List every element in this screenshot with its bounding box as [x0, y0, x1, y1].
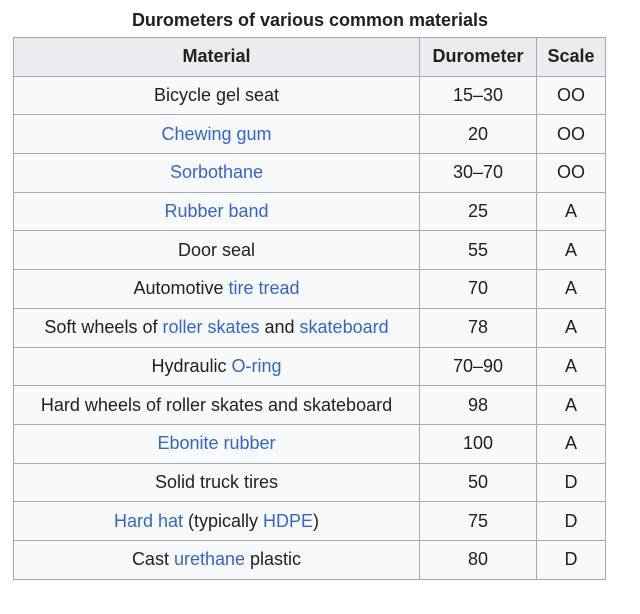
table-row: Solid truck tires 50 D	[13, 462, 606, 503]
cell-material: Hard hat (typically HDPE)	[13, 501, 420, 541]
cell-scale: OO	[536, 114, 606, 155]
cell-material: Cast urethane plastic	[13, 539, 420, 580]
table-row: Hard hat (typically HDPE) 75 D	[13, 501, 606, 541]
material-text: Bicycle gel seat	[153, 85, 280, 106]
table-row: Bicycle gel seat 15–30 OO	[13, 75, 606, 116]
cell-scale: D	[536, 539, 606, 580]
cell-material: Ebonite rubber	[13, 423, 420, 464]
cell-durometer: 98	[419, 385, 537, 425]
table-body: Bicycle gel seat 15–30 OO Chewing gum 20 OO So…	[13, 75, 606, 580]
table-row: Door seal 55 A	[13, 230, 606, 271]
cell-scale: A	[536, 307, 606, 348]
material-link[interactable]: Sorbothane	[169, 162, 264, 183]
cell-durometer: 50	[419, 462, 537, 503]
cell-material: Hard wheels of roller skates and skatebo…	[13, 385, 420, 425]
material-link[interactable]: Rubber band	[164, 201, 269, 222]
cell-material: Solid truck tires	[13, 462, 420, 503]
table-row: Hydraulic O-ring 70–90 A	[13, 346, 606, 387]
material-text: Solid truck tires	[154, 471, 279, 492]
cell-material: Sorbothane	[13, 153, 420, 193]
material-text: Soft wheels of	[44, 317, 163, 338]
cell-material: Bicycle gel seat	[13, 75, 420, 116]
cell-scale: D	[536, 501, 606, 541]
cell-material: Door seal	[13, 230, 420, 271]
table-caption: Durometers of various common materials	[131, 10, 489, 30]
cell-scale: OO	[536, 75, 606, 116]
material-link[interactable]: skateboard	[299, 317, 389, 338]
cell-material: Chewing gum	[13, 114, 420, 155]
cell-durometer: 15–30	[419, 75, 537, 116]
material-text: Cast	[131, 549, 174, 570]
cell-material: Hydraulic O-ring	[13, 346, 420, 387]
cell-scale: A	[536, 191, 606, 232]
column-header-material[interactable]: Material	[13, 37, 420, 77]
cell-durometer: 70–90	[419, 346, 537, 387]
table-row: Soft wheels of roller skates and skatebo…	[13, 307, 606, 348]
table-row: Chewing gum 20 OO	[13, 114, 606, 155]
cell-scale: A	[536, 269, 606, 309]
cell-material: Soft wheels of roller skates and skatebo…	[13, 307, 420, 348]
material-link[interactable]: Ebonite rubber	[157, 433, 276, 454]
material-link[interactable]: Hard hat	[113, 510, 183, 531]
material-link[interactable]: tire tread	[228, 278, 300, 299]
table-row: Rubber band 25 A	[13, 191, 606, 232]
column-header-durometer[interactable]: Durometer	[419, 37, 537, 77]
material-text: Door seal	[177, 239, 256, 260]
material-link[interactable]: urethane	[173, 549, 246, 570]
cell-scale: A	[536, 230, 606, 271]
durometer-table: Material Durometer Scale Bicycle gel sea…	[13, 37, 606, 580]
cell-durometer: 80	[419, 539, 537, 580]
material-link[interactable]: roller skates	[162, 317, 260, 338]
material-text: (typically	[183, 510, 264, 531]
cell-durometer: 20	[419, 114, 537, 155]
material-text: )	[313, 510, 320, 531]
cell-durometer: 25	[419, 191, 537, 232]
cell-durometer: 70	[419, 269, 537, 309]
cell-durometer: 55	[419, 230, 537, 271]
material-text: Automotive	[133, 278, 229, 299]
cell-scale: D	[536, 462, 606, 503]
table-row: Automotive tire tread 70 A	[13, 269, 606, 309]
material-text: and	[259, 317, 300, 338]
cell-durometer: 100	[419, 423, 537, 464]
cell-durometer: 78	[419, 307, 537, 348]
column-header-scale[interactable]: Scale	[536, 37, 606, 77]
cell-durometer: 75	[419, 501, 537, 541]
material-text: plastic	[245, 549, 302, 570]
cell-scale: A	[536, 346, 606, 387]
material-link[interactable]: Chewing gum	[161, 123, 272, 144]
cell-durometer: 30–70	[419, 153, 537, 193]
table-row: Cast urethane plastic 80 D	[13, 539, 606, 580]
cell-material: Automotive tire tread	[13, 269, 420, 309]
material-link[interactable]: HDPE	[263, 510, 314, 531]
cell-scale: OO	[536, 153, 606, 193]
cell-scale: A	[536, 423, 606, 464]
material-link[interactable]: O-ring	[231, 355, 282, 376]
material-text: Hard wheels of roller skates and skatebo…	[40, 394, 393, 415]
header-row: Material Durometer Scale	[13, 37, 606, 77]
cell-scale: A	[536, 385, 606, 425]
cell-material: Rubber band	[13, 191, 420, 232]
table-row: Ebonite rubber 100 A	[13, 423, 606, 464]
table-row: Hard wheels of roller skates and skatebo…	[13, 385, 606, 425]
table-row: Sorbothane 30–70 OO	[13, 153, 606, 193]
material-text: Hydraulic	[151, 355, 232, 376]
